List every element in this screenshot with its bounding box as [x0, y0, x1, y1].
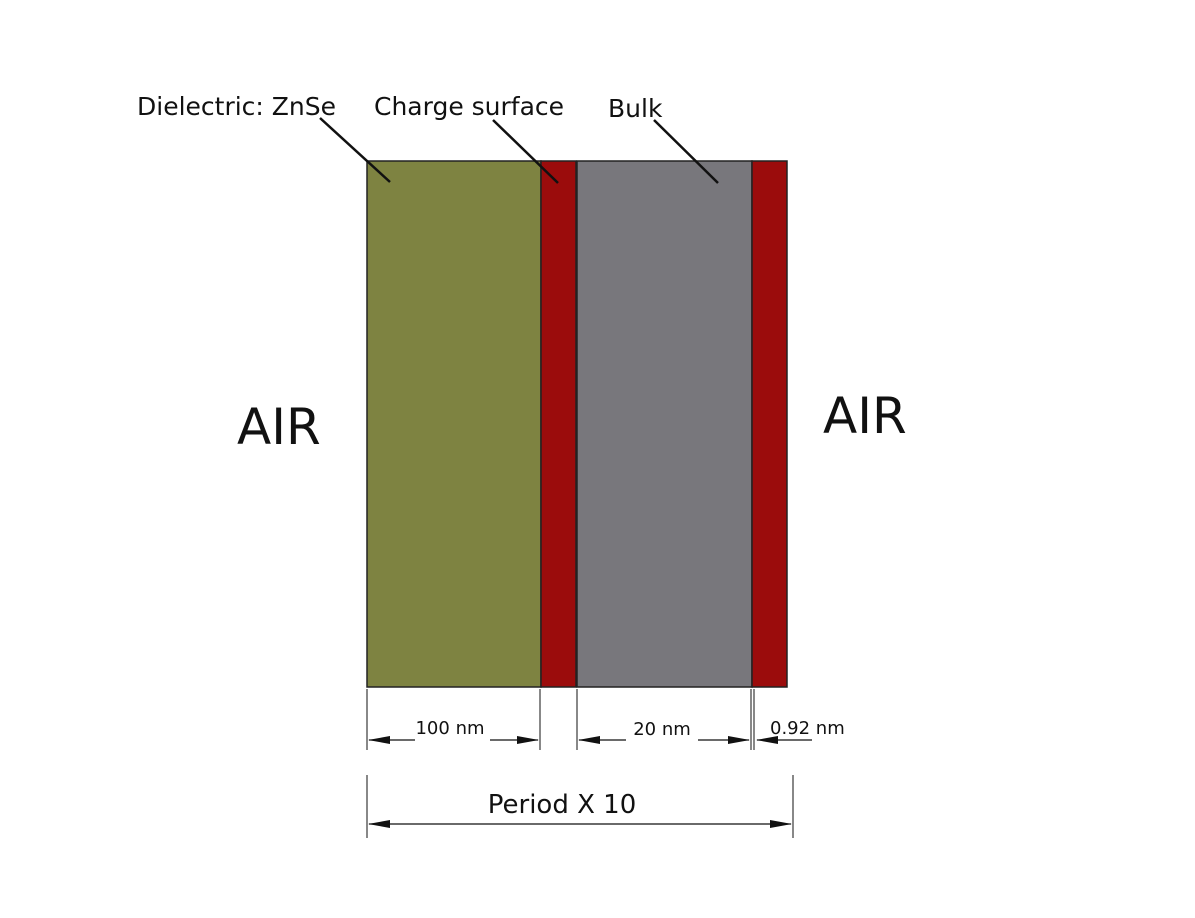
bulk-thickness-label: 20 nm: [633, 719, 691, 740]
charge-surface-layer-right: [751, 160, 788, 688]
period-label: Period X 10: [488, 790, 637, 820]
charge-surface-layer-left: [540, 160, 577, 688]
air-right-label: AIR: [823, 387, 907, 445]
dielectric-thickness-label: 100 nm: [415, 718, 484, 739]
bulk-dimension: 20 nm: [576, 689, 752, 750]
charge-surface-leader-line: [492, 119, 559, 184]
bulk-layer: [576, 160, 753, 688]
air-left-label: AIR: [237, 398, 321, 456]
period-dimension: Period X 10: [366, 775, 794, 838]
dielectric-dimension: 100 nm: [366, 689, 541, 750]
dielectric-layer: [366, 160, 542, 688]
bulk-leader-line: [653, 119, 719, 184]
charge-surface-thickness-label: 0.92 nm: [770, 718, 845, 739]
charge-surface-dimension: 0.92 nm: [753, 689, 845, 750]
dielectric-leader-line: [319, 117, 391, 183]
dielectric-label: Dielectric: ZnSe: [137, 92, 336, 121]
charge-surface-label: Charge surface: [374, 92, 564, 121]
bulk-label: Bulk: [608, 94, 663, 123]
